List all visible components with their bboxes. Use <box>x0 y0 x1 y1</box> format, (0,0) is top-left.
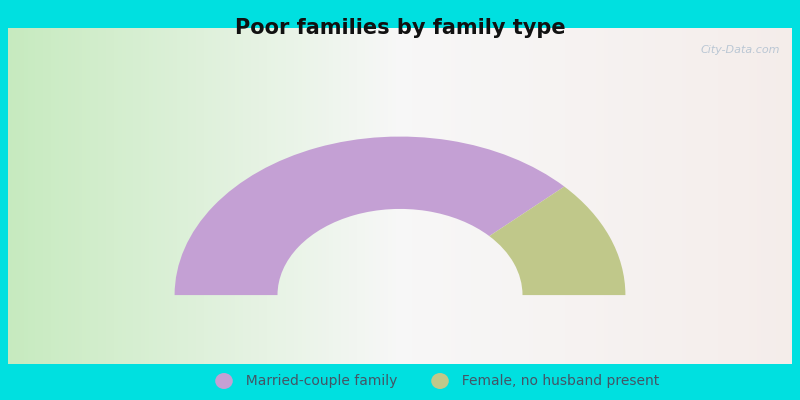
Text: Female, no husband present: Female, no husband present <box>453 374 659 388</box>
Wedge shape <box>490 186 626 295</box>
Wedge shape <box>174 136 564 295</box>
Text: Married-couple family: Married-couple family <box>237 374 397 388</box>
Text: City-Data.com: City-Data.com <box>700 45 780 55</box>
Text: Poor families by family type: Poor families by family type <box>234 18 566 38</box>
Ellipse shape <box>215 373 233 389</box>
Ellipse shape <box>431 373 449 389</box>
